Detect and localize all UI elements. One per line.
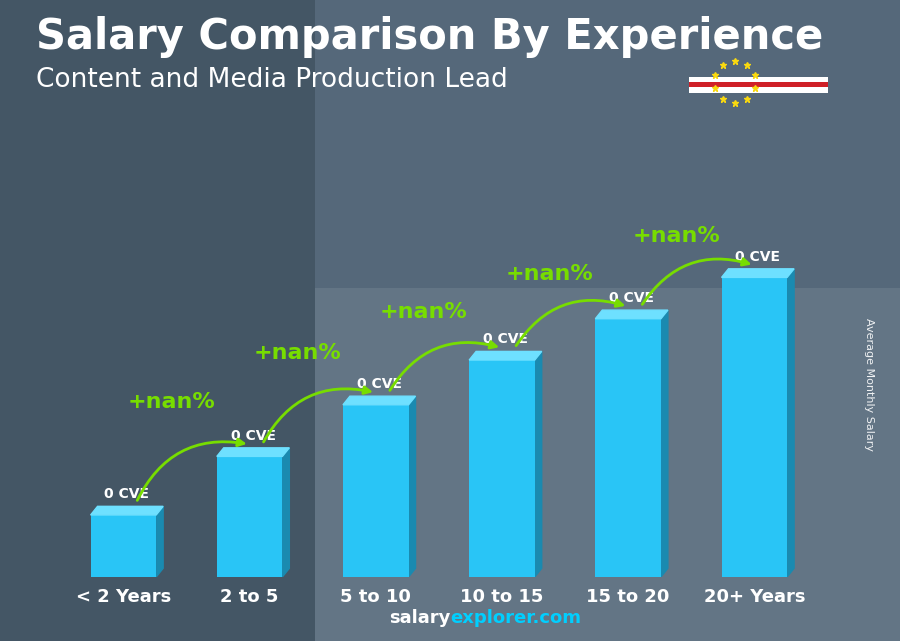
Text: 0 CVE: 0 CVE bbox=[609, 291, 654, 305]
Text: 0 CVE: 0 CVE bbox=[104, 487, 149, 501]
Polygon shape bbox=[409, 396, 416, 577]
Text: +nan%: +nan% bbox=[632, 226, 720, 246]
Bar bbox=[315, 288, 900, 641]
Bar bbox=[688, 81, 828, 87]
Polygon shape bbox=[283, 448, 289, 577]
Text: 0 CVE: 0 CVE bbox=[230, 429, 275, 443]
Text: 0 CVE: 0 CVE bbox=[735, 249, 780, 263]
Bar bbox=[722, 278, 788, 577]
Text: 0 CVE: 0 CVE bbox=[356, 377, 401, 391]
Text: salary: salary bbox=[389, 609, 450, 627]
Polygon shape bbox=[91, 506, 163, 515]
Text: Salary Comparison By Experience: Salary Comparison By Experience bbox=[36, 16, 824, 58]
Polygon shape bbox=[217, 448, 289, 456]
Polygon shape bbox=[722, 269, 794, 278]
Text: +nan%: +nan% bbox=[506, 264, 594, 285]
Text: explorer.com: explorer.com bbox=[450, 609, 581, 627]
Bar bbox=[217, 456, 283, 577]
Text: +nan%: +nan% bbox=[380, 302, 468, 322]
Bar bbox=[688, 77, 828, 94]
Polygon shape bbox=[595, 310, 668, 319]
Bar bbox=[469, 360, 535, 577]
Text: Average Monthly Salary: Average Monthly Salary bbox=[863, 318, 874, 451]
Text: +nan%: +nan% bbox=[254, 344, 341, 363]
Polygon shape bbox=[157, 506, 163, 577]
Bar bbox=[595, 319, 661, 577]
Polygon shape bbox=[661, 310, 668, 577]
Polygon shape bbox=[788, 269, 794, 577]
Polygon shape bbox=[343, 396, 416, 404]
Polygon shape bbox=[469, 351, 542, 360]
Bar bbox=[343, 404, 409, 577]
Text: +nan%: +nan% bbox=[128, 392, 215, 412]
Bar bbox=[0, 0, 315, 641]
Text: 0 CVE: 0 CVE bbox=[483, 332, 528, 346]
Text: Content and Media Production Lead: Content and Media Production Lead bbox=[36, 67, 508, 94]
Polygon shape bbox=[535, 351, 542, 577]
Bar bbox=[91, 515, 157, 577]
